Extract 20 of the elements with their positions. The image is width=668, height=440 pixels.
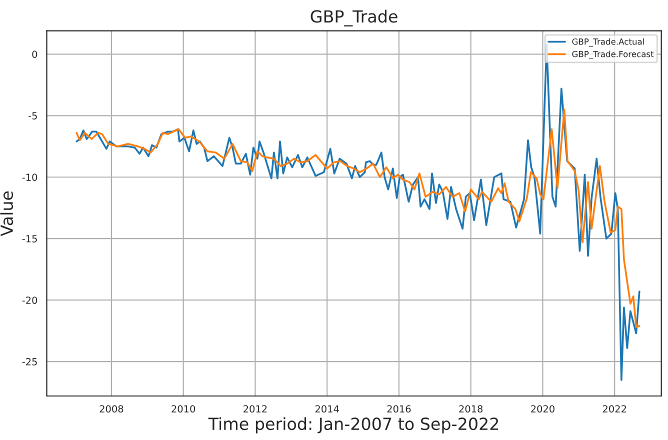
- x-tick-label: 2018: [459, 405, 483, 413]
- y-tick-label: -25: [22, 358, 37, 366]
- line-series: [76, 108, 640, 328]
- x-axis-title: Time period: Jan-2007 to Sep-2022: [208, 417, 498, 434]
- chart-title: GBP_Trade: [310, 10, 398, 26]
- x-tick-label: 2010: [172, 405, 196, 413]
- legend-label: GBP_Trade.Actual: [572, 38, 644, 47]
- y-tick-label: 0: [32, 50, 38, 58]
- x-tick-label: 2012: [244, 405, 267, 413]
- x-tick-label: 2014: [315, 405, 339, 413]
- x-tick-label: 2016: [387, 405, 411, 413]
- y-tick-label: -5: [28, 112, 37, 120]
- y-tick-label: -10: [22, 174, 38, 181]
- x-tick-label: 2020: [531, 405, 554, 413]
- y-tick-label: -15: [22, 235, 37, 242]
- x-tick-label: 2008: [100, 405, 124, 413]
- y-tick-label: -20: [22, 296, 38, 304]
- x-tick-label: 2022: [602, 405, 626, 413]
- y-axis-title: Value: [0, 191, 14, 236]
- legend-label: GBP_Trade.Forecast: [572, 50, 654, 60]
